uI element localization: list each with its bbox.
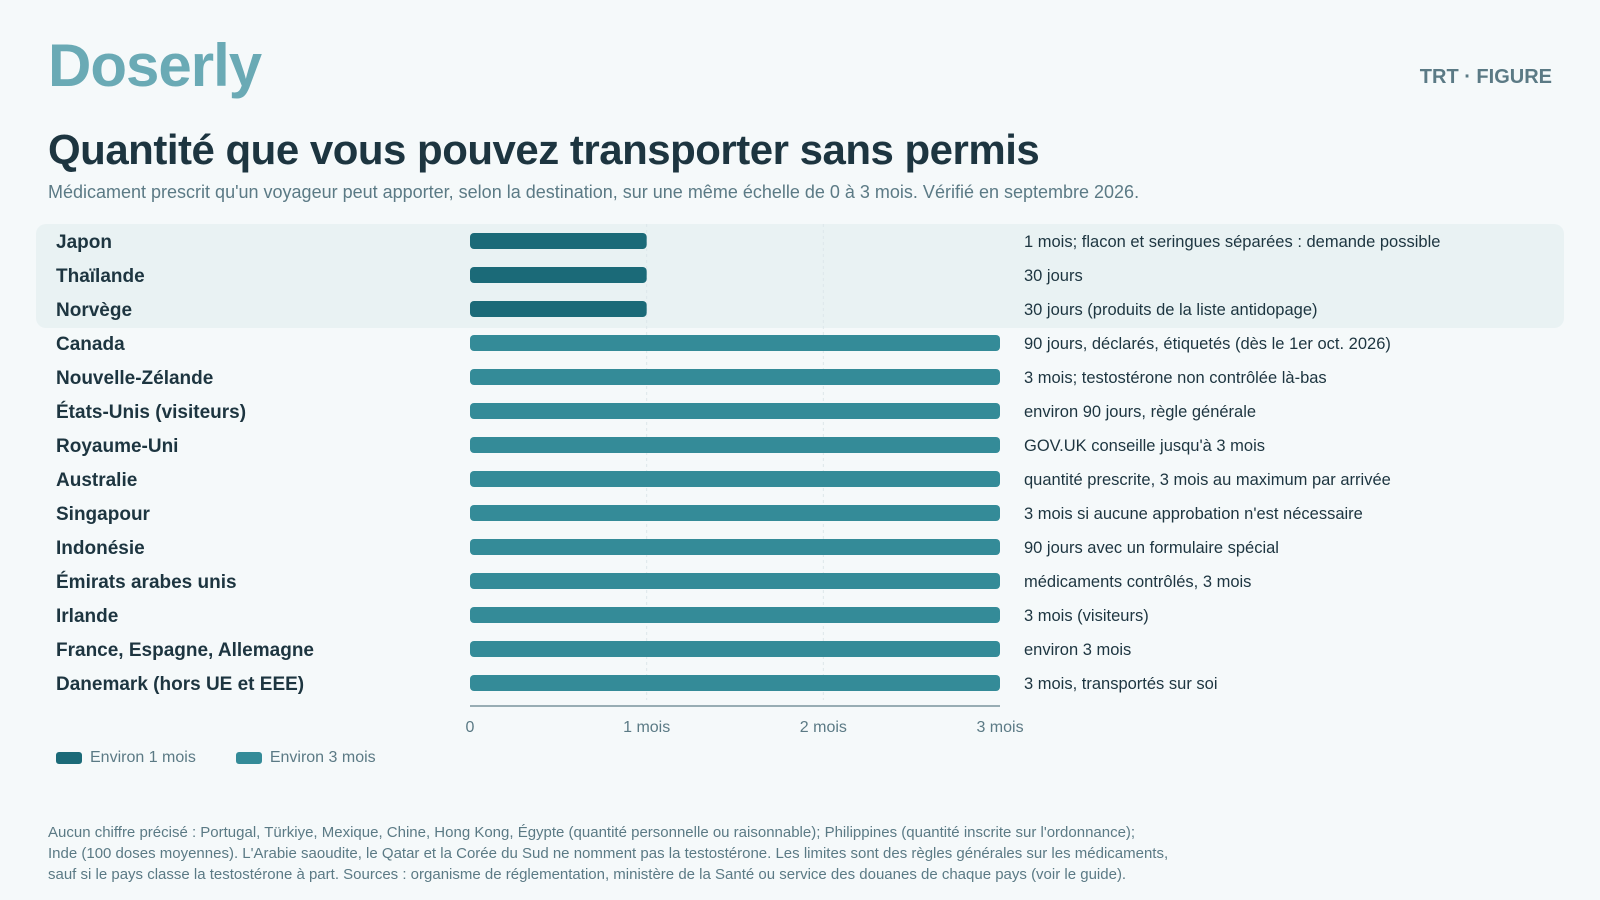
bar-long xyxy=(470,437,1000,453)
bar-long xyxy=(470,539,1000,555)
bar-short xyxy=(470,301,647,317)
bar-long xyxy=(470,607,1000,623)
bar-long xyxy=(470,335,1000,351)
bar-long xyxy=(470,641,1000,657)
highlight-bands xyxy=(36,224,1564,328)
row-note: quantité prescrite, 3 mois au maximum pa… xyxy=(1024,471,1391,489)
legend-item-long: Environ 3 mois xyxy=(235,749,376,767)
legend-item-short: Environ 1 mois xyxy=(56,749,196,767)
legend-label-short: Environ 1 mois xyxy=(90,749,196,766)
legend-swatch-short xyxy=(56,752,82,764)
bar-long xyxy=(470,675,1000,691)
row-note: environ 3 mois xyxy=(1024,641,1131,659)
footnote: Aucun chiffre précisé : Portugal, Türkiy… xyxy=(48,822,1348,885)
footnote-line: Inde (100 doses moyennes). L'Arabie saou… xyxy=(48,845,1169,862)
legend-swatch-long xyxy=(235,752,262,764)
x-tick-label: 2 mois xyxy=(800,719,847,736)
country-label: Australie xyxy=(56,470,137,491)
footnote-line: Aucun chiffre précisé : Portugal, Türkiy… xyxy=(48,824,1136,841)
country-label: Émirats arabes unis xyxy=(56,571,237,593)
bar-long xyxy=(470,471,1000,487)
chart-subtitle: Médicament prescrit qu'un voyageur peut … xyxy=(48,182,1140,202)
row-note: 3 mois, transportés sur soi xyxy=(1024,675,1218,693)
chart-legend: Environ 1 mois Environ 3 mois xyxy=(56,749,376,767)
x-tick-label: 1 mois xyxy=(623,719,670,736)
row-note: 3 mois (visiteurs) xyxy=(1024,607,1149,625)
legend-label-long: Environ 3 mois xyxy=(269,749,376,766)
chart-rows: Japon 1 mois; flacon et seringues séparée… xyxy=(56,232,1440,695)
row-note: 30 jours (produits de la liste antidopag… xyxy=(1024,301,1318,319)
country-label: Nouvelle-Zélande xyxy=(56,368,213,389)
brand-logo: Doserly xyxy=(48,32,262,99)
bar-long xyxy=(470,369,1000,385)
country-label: France, Espagne, Allemagne xyxy=(56,640,314,661)
bar-short xyxy=(470,267,647,283)
country-label: Irlande xyxy=(56,606,118,627)
country-label: Thaïlande xyxy=(56,266,145,287)
x-tick-label: 3 mois xyxy=(976,719,1023,736)
row-note: GOV.UK conseille jusqu'à 3 mois xyxy=(1024,437,1265,455)
chart-title: Quantité que vous pouvez transporter san… xyxy=(48,126,1040,173)
x-tick-label: 0 xyxy=(466,719,475,736)
row-note: 3 mois; testostérone non contrôlée là-ba… xyxy=(1024,369,1327,387)
x-axis: 0 1 mois 2 mois 3 mois xyxy=(466,705,1024,736)
country-label: Royaume-Uni xyxy=(56,436,178,457)
country-label: Indonésie xyxy=(56,538,145,559)
country-label: Norvège xyxy=(56,300,132,321)
bar-short xyxy=(470,233,647,249)
country-label: Japon xyxy=(56,232,112,253)
bar-long xyxy=(470,505,1000,521)
figure-tag: TRT · FIGURE xyxy=(1419,66,1552,88)
row-note: 90 jours avec un formulaire spécial xyxy=(1024,539,1279,557)
country-label: États-Unis (visiteurs) xyxy=(56,401,246,423)
row-note: médicaments contrôlés, 3 mois xyxy=(1024,573,1251,591)
country-label: Danemark (hors UE et EEE) xyxy=(56,674,304,695)
footnote-line: sauf si le pays classe la testostérone à… xyxy=(48,866,1127,883)
row-note: environ 90 jours, règle générale xyxy=(1024,403,1256,421)
bar-long xyxy=(470,573,1000,589)
country-label: Canada xyxy=(56,334,125,355)
row-note: 3 mois si aucune approbation n'est néces… xyxy=(1024,505,1363,523)
row-note: 90 jours, déclarés, étiquetés (dès le 1e… xyxy=(1024,335,1391,353)
row-note: 30 jours xyxy=(1024,267,1083,285)
row-note: 1 mois; flacon et seringues séparées : d… xyxy=(1024,233,1440,251)
highlight-band xyxy=(36,224,1564,328)
country-label: Singapour xyxy=(56,504,151,525)
bar-long xyxy=(470,403,1000,419)
